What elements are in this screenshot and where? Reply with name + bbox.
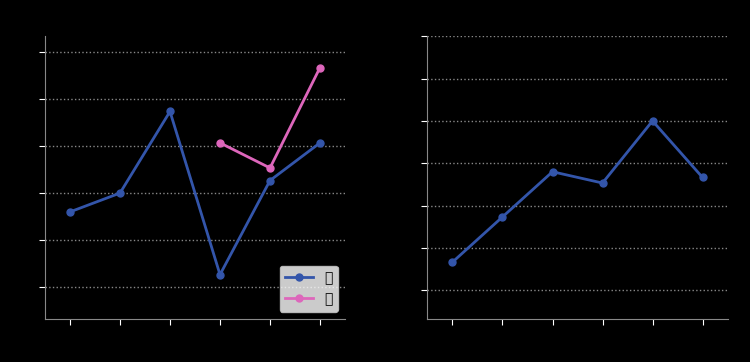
左: [316, 141, 325, 145]
右: [266, 166, 274, 170]
左: [65, 210, 74, 214]
Line: 右: 右: [217, 64, 323, 172]
左: [266, 178, 274, 183]
Line: 左: 左: [67, 108, 323, 278]
右: [316, 66, 325, 70]
Legend: 左, 右: 左, 右: [280, 266, 338, 312]
右: [215, 141, 224, 145]
左: [166, 109, 175, 114]
左: [215, 273, 224, 277]
左: [116, 191, 124, 195]
